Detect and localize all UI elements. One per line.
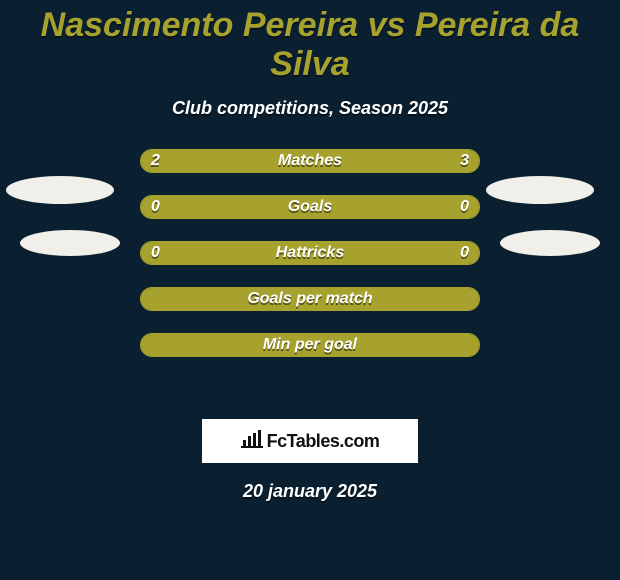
player-marker — [500, 230, 600, 256]
stat-label: Matches — [141, 150, 479, 172]
date-label: 20 january 2025 — [0, 481, 620, 502]
bar-chart-icon — [241, 430, 267, 453]
chart-stage: Matches23Goals00Hattricks00Goals per mat… — [0, 149, 620, 409]
stat-row: Min per goal — [140, 333, 480, 357]
page-title: Nascimento Pereira vs Pereira da Silva — [0, 0, 620, 84]
stat-row: Goals per match — [140, 287, 480, 311]
stat-row: Matches2 3 — [140, 149, 480, 173]
stat-label: Hattricks — [141, 242, 479, 264]
stat-label: Goals per match — [141, 288, 479, 310]
stat-value-left: 0 — [151, 242, 160, 264]
stat-row: Hattricks0 0 — [140, 241, 480, 265]
player-marker — [486, 176, 594, 204]
stat-value-right: 0 — [460, 196, 469, 218]
logo-text: FcTables.com — [267, 431, 380, 452]
stat-value-right: 0 — [460, 242, 469, 264]
stat-label: Min per goal — [141, 334, 479, 356]
player-marker — [6, 176, 114, 204]
stat-row: Goals0 0 — [140, 195, 480, 219]
comparison-bars: Matches23Goals00Hattricks00Goals per mat… — [140, 149, 480, 379]
fctables-logo[interactable]: FcTables.com — [202, 419, 418, 463]
subtitle: Club competitions, Season 2025 — [0, 98, 620, 119]
player-marker — [20, 230, 120, 256]
stat-value-left: 2 — [151, 150, 160, 172]
stat-value-left: 0 — [151, 196, 160, 218]
stat-label: Goals — [141, 196, 479, 218]
stat-value-right: 3 — [460, 150, 469, 172]
